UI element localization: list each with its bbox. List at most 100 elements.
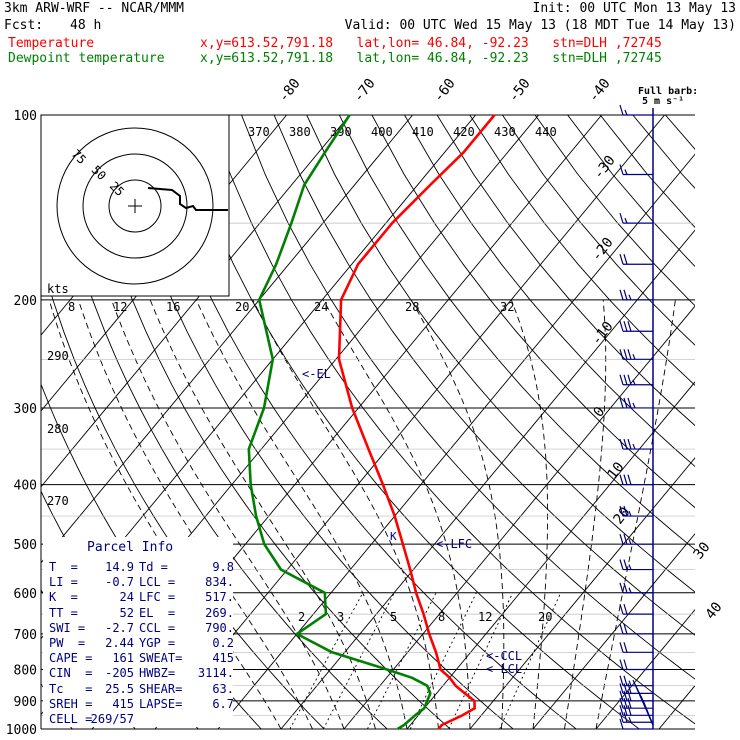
barb-flag (619, 623, 624, 635)
wind-barb (619, 349, 653, 360)
moist-adiabat-line (149, 299, 376, 729)
parcel-key: SWI = (49, 620, 86, 635)
el-marker: <-EL (302, 367, 331, 381)
barb-half (632, 354, 636, 360)
series-point (415, 592, 417, 594)
series-point (474, 707, 476, 709)
parcel-value: 25.5 (105, 681, 134, 696)
barb-half (628, 587, 632, 594)
parcel-row: CIN = -205 HWBZ= 3114. (49, 666, 234, 681)
barb-flag (627, 349, 632, 360)
series-point (303, 184, 305, 186)
barb-flag (619, 474, 624, 485)
parcel-row: K = 24 LFC = 517. (49, 590, 234, 605)
wind-barb (619, 642, 653, 653)
wind-barb (619, 718, 653, 730)
dry-adiabat-line (665, 115, 695, 150)
series-point (258, 299, 260, 301)
series-point (280, 568, 282, 571)
parcel-key: TT = (49, 605, 78, 620)
barb-flag (623, 642, 628, 653)
series-point (255, 515, 257, 517)
parcel-row: PW = 2.44 YGP = 0.2 (49, 636, 234, 651)
mixing-ratio-label: 12 (478, 610, 492, 624)
series-point (403, 724, 405, 726)
forecast-label: Fcst: (4, 18, 44, 33)
barb-flag (627, 321, 632, 332)
parcel-value: 0.2 (212, 636, 234, 650)
barb-flag (623, 438, 628, 450)
init-time: Init: 00 UTC Mon 13 May 13 (532, 1, 737, 16)
wind-barb (619, 705, 653, 716)
hodo-scale-label: 32 (500, 300, 514, 314)
barb-half (628, 717, 632, 723)
dewpoint-legend-info: x,y=613.52,791.18 lat,lon= 46.84, -92.23… (200, 51, 662, 66)
barb-flag (623, 349, 628, 360)
dry-adiabat-line (436, 115, 695, 427)
series-point (461, 714, 464, 716)
parcel-value: -2.7 (105, 620, 134, 635)
wind-barb (619, 212, 653, 224)
barb-flag (619, 289, 624, 301)
barb-half (632, 443, 636, 450)
lcl-marker: <-LCL (486, 662, 522, 676)
parcel-value: 269/57 (90, 712, 134, 726)
barb-legend-value: 5 m s⁻¹ (642, 96, 684, 107)
wind-barb (619, 289, 653, 301)
temperature-legend-info: x,y=613.52,791.18 lat,lon= 46.84, -92.23… (200, 36, 662, 51)
wind-barb (619, 623, 653, 635)
series-point (367, 448, 370, 450)
isotherm-line (280, 229, 695, 729)
barb-flag (619, 212, 624, 224)
isotherm-label: 10 (605, 459, 628, 482)
barb-flag (623, 690, 628, 702)
series-point (448, 677, 451, 679)
series-point (290, 222, 292, 224)
parcel-value: 63. (212, 681, 234, 696)
barb-flag (623, 659, 628, 670)
parcel-key: K = (49, 590, 78, 605)
barb-flag (623, 559, 628, 570)
forecast-hours: 48 h (70, 18, 102, 33)
barb-flag (623, 675, 628, 686)
hodograph-ring-50 (82, 153, 188, 259)
barb-half (628, 680, 632, 686)
pressure-tick-label: 500 (14, 538, 37, 553)
mixing-ratio-line (322, 592, 395, 729)
series-point (428, 633, 430, 635)
parcel-value: 6.7 (212, 696, 234, 711)
pressure-tick-label: 400 (14, 479, 37, 494)
theta-label: 410 (412, 125, 434, 139)
dewpoint-line (247, 114, 432, 731)
parcel-row: T = 14.9 Td = 9.8 (49, 560, 234, 575)
wind-barb (619, 559, 653, 571)
parcel-key: LAPSE= (139, 696, 183, 711)
barb-flag (623, 505, 628, 517)
dry-adiabat-line (469, 115, 695, 386)
parcel-value: 52 (119, 605, 134, 620)
isotherm-line (595, 609, 695, 729)
isotherm-label: -50 (506, 76, 534, 106)
kts-label: kts (47, 282, 69, 296)
barb-flag (623, 474, 628, 485)
barb-flag (627, 438, 632, 450)
barb-flag (619, 690, 624, 702)
moist-adiabat-line (322, 299, 471, 729)
isotherm-label: -30 (591, 153, 619, 183)
dewpoint-legend-label: Dewpoint temperature (8, 51, 165, 66)
wind-barb (619, 683, 653, 694)
parcel-key: HWBZ= (139, 666, 176, 681)
dry-adiabat-line (338, 115, 695, 551)
barb-half (628, 564, 632, 570)
hodo-scale-label: 28 (405, 300, 419, 314)
series-point (324, 592, 326, 594)
hodo-scale-label: 12 (113, 300, 127, 314)
barb-flag (619, 698, 624, 709)
wind-barbs (619, 104, 654, 730)
left-theta-label: 270 (47, 494, 69, 508)
series-point (263, 407, 265, 409)
isotherm-label: 30 (691, 539, 714, 562)
parcel-key: YGP = (139, 636, 176, 650)
barb-flag (619, 642, 624, 653)
